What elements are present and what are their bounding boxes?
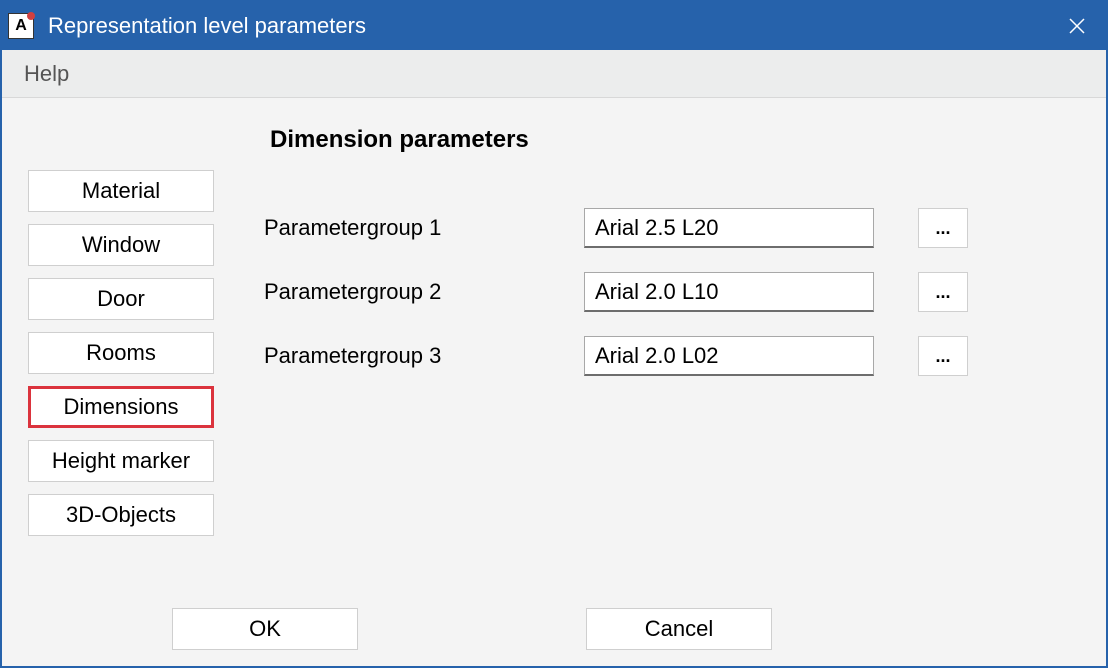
sidebar-item-rooms[interactable]: Rooms	[28, 332, 214, 374]
sidebar-item-label: 3D-Objects	[66, 502, 176, 528]
titlebar: A Representation level parameters	[2, 2, 1106, 50]
sidebar-item-label: Dimensions	[64, 394, 179, 420]
sidebar-item-label: Window	[82, 232, 160, 258]
param-row: Parametergroup 2 ...	[264, 272, 968, 312]
close-icon	[1069, 18, 1085, 34]
page-title: Dimension parameters	[270, 126, 529, 154]
sidebar-item-dimensions[interactable]: Dimensions	[28, 386, 214, 428]
param-row: Parametergroup 1 ...	[264, 208, 968, 248]
ellipsis-icon: ...	[935, 346, 950, 367]
param-label: Parametergroup 2	[264, 279, 564, 305]
param-input-2[interactable]	[584, 272, 874, 312]
sidebar-item-door[interactable]: Door	[28, 278, 214, 320]
sidebar-item-label: Rooms	[86, 340, 156, 366]
cancel-button[interactable]: Cancel	[586, 608, 772, 650]
close-button[interactable]	[1052, 4, 1102, 48]
window-title: Representation level parameters	[48, 13, 1052, 39]
dialog-window: A Representation level parameters Help D…	[0, 0, 1108, 668]
sidebar: Material Window Door Rooms Dimensions He…	[28, 170, 214, 536]
sidebar-item-material[interactable]: Material	[28, 170, 214, 212]
ok-button[interactable]: OK	[172, 608, 358, 650]
sidebar-item-window[interactable]: Window	[28, 224, 214, 266]
parameter-list: Parametergroup 1 ... Parametergroup 2 ..…	[264, 208, 968, 376]
footer: OK Cancel	[2, 608, 1106, 650]
ok-label: OK	[249, 616, 281, 642]
menu-help[interactable]: Help	[24, 61, 69, 87]
sidebar-item-label: Height marker	[52, 448, 190, 474]
sidebar-item-label: Door	[97, 286, 145, 312]
param-label: Parametergroup 3	[264, 343, 564, 369]
param-input-3[interactable]	[584, 336, 874, 376]
menubar: Help	[2, 50, 1106, 98]
browse-button[interactable]: ...	[918, 272, 968, 312]
param-input-1[interactable]	[584, 208, 874, 248]
param-label: Parametergroup 1	[264, 215, 564, 241]
browse-button[interactable]: ...	[918, 336, 968, 376]
content-area: Dimension parameters Material Window Doo…	[2, 98, 1106, 666]
param-row: Parametergroup 3 ...	[264, 336, 968, 376]
sidebar-item-label: Material	[82, 178, 160, 204]
sidebar-item-height-marker[interactable]: Height marker	[28, 440, 214, 482]
sidebar-item-3d-objects[interactable]: 3D-Objects	[28, 494, 214, 536]
app-icon: A	[8, 13, 34, 39]
cancel-label: Cancel	[645, 616, 713, 642]
app-icon-letter: A	[15, 17, 27, 35]
ellipsis-icon: ...	[935, 282, 950, 303]
ellipsis-icon: ...	[935, 218, 950, 239]
browse-button[interactable]: ...	[918, 208, 968, 248]
